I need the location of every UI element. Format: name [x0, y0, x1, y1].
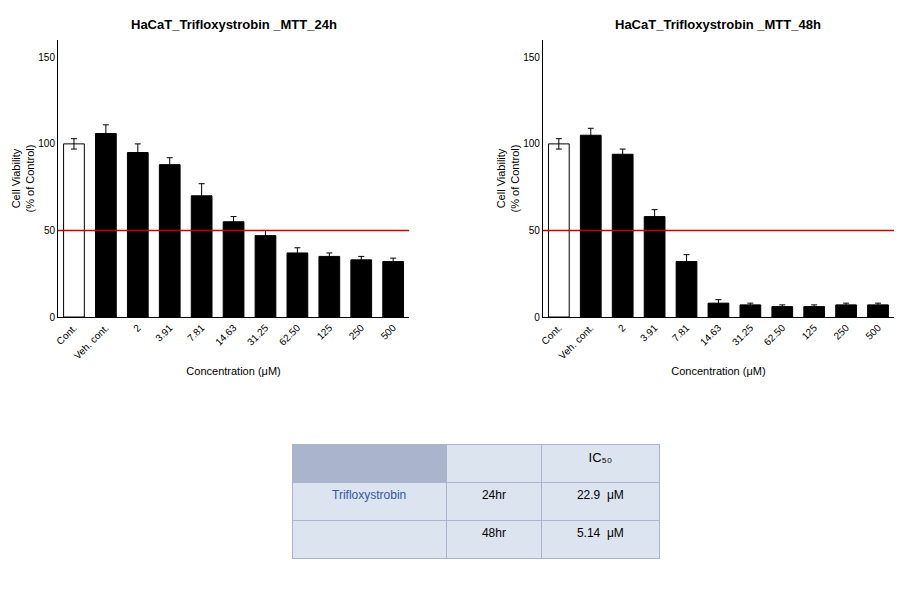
svg-text:Cell Viability(% of Control): Cell Viability(% of Control) [10, 145, 36, 213]
svg-text:150: 150 [523, 52, 540, 63]
svg-text:250: 250 [347, 322, 367, 342]
svg-text:0: 0 [49, 312, 55, 323]
svg-text:IC₅₀: IC₅₀ [589, 450, 613, 465]
svg-text:14.63: 14.63 [698, 322, 724, 348]
svg-text:Cont.: Cont. [539, 322, 564, 347]
svg-text:2: 2 [131, 322, 143, 334]
svg-text:Trifloxystrobin: Trifloxystrobin [332, 488, 406, 502]
svg-text:14.63: 14.63 [213, 322, 239, 348]
svg-text:7.81: 7.81 [670, 322, 692, 344]
svg-text:0: 0 [534, 312, 540, 323]
svg-text:HaCaT_Trifloxystrobin _MTT_24h: HaCaT_Trifloxystrobin _MTT_24h [131, 17, 337, 32]
svg-text:2: 2 [616, 322, 628, 334]
svg-text:50: 50 [529, 225, 541, 236]
svg-text:24hr: 24hr [482, 488, 506, 502]
svg-text:7.81: 7.81 [185, 322, 207, 344]
svg-text:100: 100 [523, 138, 540, 149]
svg-text:HaCaT_Trifloxystrobin _MTT_48h: HaCaT_Trifloxystrobin _MTT_48h [615, 17, 821, 32]
svg-text:Cont.: Cont. [54, 322, 79, 347]
svg-text:500: 500 [863, 322, 883, 342]
svg-text:Concentration (μM): Concentration (μM) [671, 365, 765, 377]
svg-text:Cell Viability(% of Control): Cell Viability(% of Control) [495, 145, 521, 213]
svg-text:48hr: 48hr [482, 526, 506, 540]
svg-text:31.25: 31.25 [730, 322, 756, 348]
svg-text:150: 150 [38, 52, 55, 63]
svg-text:22.9 μM: 22.9 μM [577, 488, 624, 502]
svg-text:5.14 μM: 5.14 μM [577, 526, 624, 540]
svg-text:3.91: 3.91 [638, 322, 660, 344]
svg-text:100: 100 [38, 138, 55, 149]
svg-text:500: 500 [379, 322, 399, 342]
svg-text:125: 125 [315, 322, 335, 342]
svg-text:Concentration (μM): Concentration (μM) [186, 365, 280, 377]
svg-text:3.91: 3.91 [153, 322, 175, 344]
svg-text:Veh. cont.: Veh. cont. [72, 322, 111, 361]
svg-text:31.25: 31.25 [245, 322, 271, 348]
svg-text:125: 125 [800, 322, 820, 342]
svg-text:50: 50 [44, 225, 56, 236]
svg-text:250: 250 [831, 322, 851, 342]
svg-text:62.50: 62.50 [762, 322, 788, 348]
svg-text:Veh. cont.: Veh. cont. [556, 322, 595, 361]
svg-text:62.50: 62.50 [277, 322, 303, 348]
